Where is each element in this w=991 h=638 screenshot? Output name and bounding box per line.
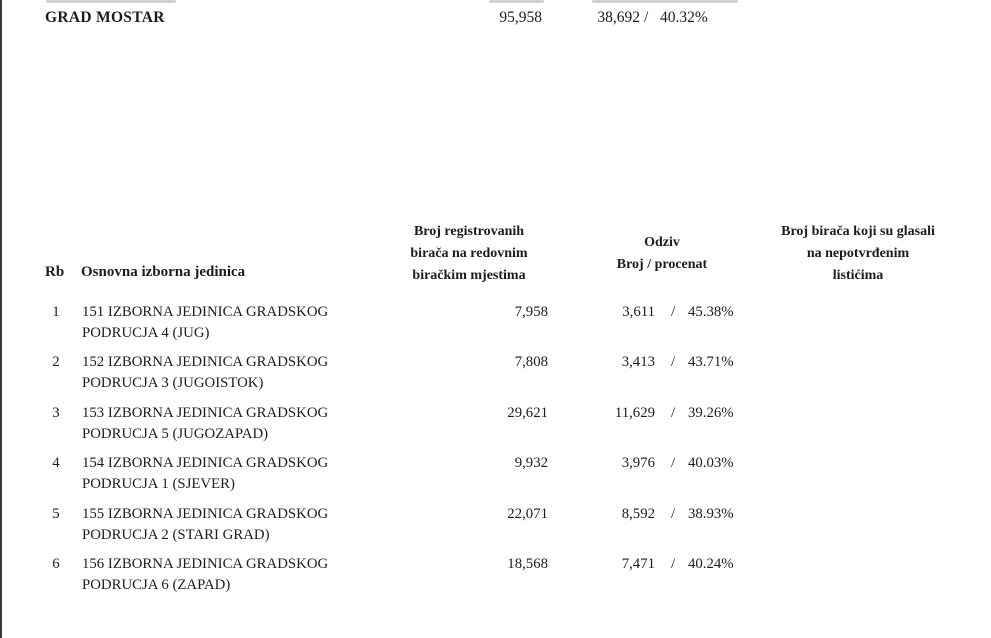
registered-voters-value: 18,568 (507, 556, 548, 572)
header-unconfirmed-line3: listićima (832, 268, 884, 283)
municipality-registered-voters: 95,958 (499, 9, 542, 26)
header-turnout: Odziv Broj / procenat (562, 232, 762, 276)
header-unconfirmed-line2: na nepotvrđenim (806, 246, 910, 261)
electoral-unit-name-line2: PODRUCJA 1 (SJEVER) (82, 475, 235, 492)
municipality-turnout-separator: / (644, 9, 649, 26)
registered-voters-value: 9,932 (514, 455, 548, 471)
header-registered-line1: Broj registrovanih (413, 224, 525, 239)
electoral-unit-name-line1: 154 IZBORNA JEDINICA GRADSKOG (82, 455, 329, 471)
header-turnout-line1: Odziv (644, 235, 680, 250)
turnout-separator: / (671, 304, 676, 320)
header-turnout-line2: Broj / procenat (616, 257, 708, 272)
header-row-number: Rb (45, 264, 65, 280)
electoral-unit-name-line1: 152 IZBORNA JEDINICA GRADSKOG (82, 354, 329, 370)
electoral-unit-name: 152 IZBORNA JEDINICA GRADSKOG PODRUCJA 3… (82, 352, 394, 393)
registered-voters-value: 29,621 (507, 405, 548, 421)
header-electoral-unit: Osnovna izborna jedinica (81, 264, 246, 280)
electoral-unit-name: 151 IZBORNA JEDINICA GRADSKOG PODRUCJA 4… (82, 302, 394, 343)
table-row: 5 155 IZBORNA JEDINICA GRADSKOG PODRUCJA… (0, 504, 991, 554)
turnout-percent-value: 43.71% (688, 354, 734, 370)
turnout-number-value: 8,592 (621, 506, 655, 522)
municipality-title: GRAD MOSTAR (45, 9, 165, 26)
table-row: 1 151 IZBORNA JEDINICA GRADSKOG PODRUCJA… (0, 302, 991, 352)
header-registered-line2: birača na redovnim (410, 246, 528, 261)
row-number: 6 (52, 556, 60, 572)
electoral-unit-name-line1: 151 IZBORNA JEDINICA GRADSKOG (82, 304, 329, 320)
electoral-unit-name-line2: PODRUCJA 3 (JUGOISTOK) (82, 374, 264, 391)
electoral-unit-name-line2: PODRUCJA 5 (JUGOZAPAD) (82, 425, 269, 442)
turnout-percent-value: 38.93% (688, 506, 734, 522)
table-row: 4 154 IZBORNA JEDINICA GRADSKOG PODRUCJA… (0, 453, 991, 503)
turnout-number-value: 3,976 (621, 455, 655, 471)
registered-voters-value: 7,808 (514, 354, 548, 370)
turnout-separator: / (671, 354, 676, 370)
electoral-unit-name: 153 IZBORNA JEDINICA GRADSKOG PODRUCJA 5… (82, 403, 394, 444)
page-left-border (0, 0, 2, 638)
turnout-number-value: 3,611 (622, 304, 655, 320)
turnout-number-value: 11,629 (614, 405, 655, 421)
table-row: 2 152 IZBORNA JEDINICA GRADSKOG PODRUCJA… (0, 352, 991, 402)
header-registered-line3: biračkim mjestima (412, 268, 526, 283)
registered-voters-value: 22,071 (507, 506, 548, 522)
row-number: 4 (52, 455, 60, 471)
electoral-unit-name-line2: PODRUCJA 4 (JUG) (82, 324, 210, 341)
electoral-unit-name: 155 IZBORNA JEDINICA GRADSKOG PODRUCJA 2… (82, 504, 394, 545)
row-number: 1 (52, 304, 60, 320)
table-row: 6 156 IZBORNA JEDINICA GRADSKOG PODRUCJA… (0, 554, 991, 604)
turnout-separator: / (671, 506, 676, 522)
turnout-percent-value: 45.38% (688, 304, 734, 320)
row-number: 5 (52, 506, 60, 522)
municipality-summary-row: GRAD MOSTAR 95,958 38,692 / 40.32% (0, 9, 991, 31)
table-row: 3 153 IZBORNA JEDINICA GRADSKOG PODRUCJA… (0, 403, 991, 453)
cropped-text-artifact (489, 0, 544, 3)
registered-voters-value: 7,958 (514, 304, 548, 320)
municipality-turnout-percent: 40.32% (660, 9, 708, 26)
electoral-unit-name-line1: 156 IZBORNA JEDINICA GRADSKOG (82, 556, 329, 572)
electoral-unit-name-line2: PODRUCJA 6 (ZAPAD) (82, 576, 231, 593)
turnout-percent-value: 40.24% (688, 556, 734, 572)
header-unconfirmed-ballots: Broj birača koji su glasali na nepotvrđe… (748, 221, 968, 287)
turnout-separator: / (671, 455, 676, 471)
turnout-percent-value: 39.26% (688, 405, 734, 421)
row-number: 3 (52, 405, 60, 421)
electoral-unit-name-line1: 155 IZBORNA JEDINICA GRADSKOG (82, 506, 329, 522)
electoral-unit-name-line1: 153 IZBORNA JEDINICA GRADSKOG (82, 405, 329, 421)
electoral-unit-name-line2: PODRUCJA 2 (STARI GRAD) (82, 526, 270, 543)
header-unconfirmed-line1: Broj birača koji su glasali (781, 224, 935, 239)
electoral-unit-name: 156 IZBORNA JEDINICA GRADSKOG PODRUCJA 6… (82, 554, 394, 595)
cropped-text-artifact (46, 0, 176, 3)
turnout-separator: / (671, 556, 676, 572)
municipality-turnout-number: 38,692 (597, 9, 640, 26)
header-registered-voters: Broj registrovanih birača na redovnim bi… (369, 221, 569, 287)
turnout-number-value: 7,471 (621, 556, 655, 572)
row-number: 2 (52, 354, 60, 370)
cropped-text-artifact (592, 0, 738, 3)
turnout-separator: / (671, 405, 676, 421)
turnout-percent-value: 40.03% (688, 455, 734, 471)
electoral-unit-name: 154 IZBORNA JEDINICA GRADSKOG PODRUCJA 1… (82, 453, 394, 494)
turnout-number-value: 3,413 (621, 354, 655, 370)
